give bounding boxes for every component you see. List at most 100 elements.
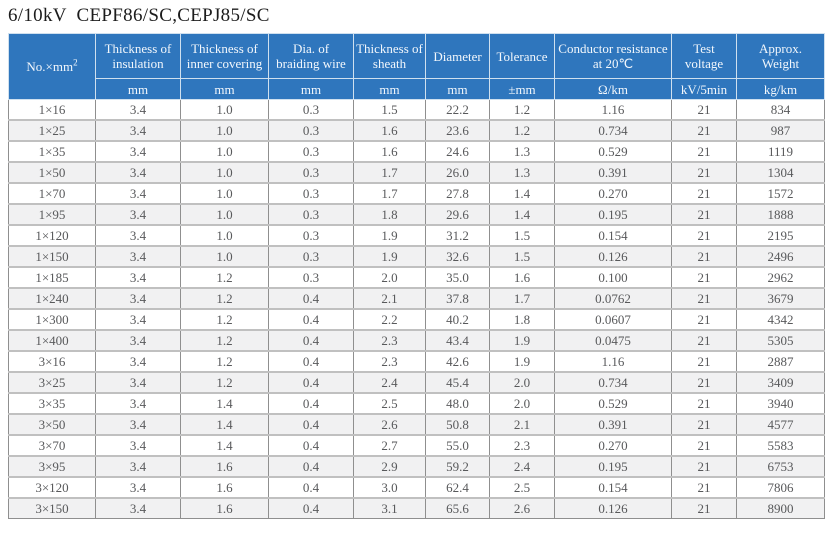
unit-diameter: mm	[425, 78, 490, 100]
table-row: 1×35 3.4 1.0 0.3 1.6 24.6 1.3 0.529 21 1119	[8, 140, 825, 162]
column-header-diameter: Diameter	[425, 33, 490, 79]
data-cell: 0.3	[268, 140, 354, 162]
data-cell: 4342	[736, 308, 825, 330]
row-size-cell: 3×35	[8, 392, 96, 414]
data-cell: 2.3	[353, 350, 426, 372]
row-size-cell: 1×185	[8, 266, 96, 288]
data-cell: 1.0	[180, 224, 269, 246]
data-cell: 1.3	[489, 140, 555, 162]
data-cell: 1.9	[489, 329, 555, 351]
data-cell: 3.4	[95, 119, 181, 141]
data-cell: 31.2	[425, 224, 490, 246]
column-header-size-label: No.×mm	[26, 59, 74, 74]
data-cell: 21	[671, 140, 737, 162]
data-cell: 987	[736, 119, 825, 141]
data-cell: 3.4	[95, 392, 181, 414]
data-cell: 59.2	[425, 455, 490, 477]
data-cell: 21	[671, 245, 737, 267]
data-cell: 1.4	[180, 434, 269, 456]
data-cell: 1.0	[180, 140, 269, 162]
row-size-cell: 3×150	[8, 497, 96, 519]
data-cell: 1.0	[180, 119, 269, 141]
data-cell: 0.3	[268, 161, 354, 183]
data-cell: 2.5	[353, 392, 426, 414]
data-cell: 1.16	[554, 99, 672, 120]
data-cell: 29.6	[425, 203, 490, 225]
data-cell: 3.4	[95, 266, 181, 288]
data-cell: 65.6	[425, 497, 490, 519]
data-cell: 0.4	[268, 308, 354, 330]
data-cell: 1.7	[353, 161, 426, 183]
unit-sheath: mm	[353, 78, 426, 100]
row-size-cell: 1×25	[8, 119, 96, 141]
data-cell: 2.0	[489, 371, 555, 393]
table-row: 1×400 3.4 1.2 0.4 2.3 43.4 1.9 0.0475 21 5305	[8, 329, 825, 351]
data-cell: 1.4	[489, 182, 555, 204]
data-cell: 0.126	[554, 245, 672, 267]
data-cell: 2.6	[489, 497, 555, 519]
data-cell: 1.6	[353, 140, 426, 162]
data-cell: 3.4	[95, 329, 181, 351]
data-cell: 1.7	[489, 287, 555, 309]
data-cell: 26.0	[425, 161, 490, 183]
column-header-test-voltage: Test voltage	[671, 33, 737, 79]
data-cell: 1.9	[353, 245, 426, 267]
data-cell: 3.4	[95, 497, 181, 519]
table-row: 1×50 3.4 1.0 0.3 1.7 26.0 1.3 0.391 21 1304	[8, 161, 825, 183]
data-cell: 1304	[736, 161, 825, 183]
data-cell: 3.4	[95, 203, 181, 225]
data-cell: 1.2	[489, 99, 555, 120]
data-cell: 1.9	[489, 350, 555, 372]
table-row: 3×35 3.4 1.4 0.4 2.5 48.0 2.0 0.529 21 3940	[8, 392, 825, 414]
row-size-cell: 1×70	[8, 182, 96, 204]
data-cell: 21	[671, 497, 737, 519]
data-cell: 1.3	[489, 161, 555, 183]
data-cell: 1.16	[554, 350, 672, 372]
data-cell: 3.4	[95, 308, 181, 330]
data-cell: 37.8	[425, 287, 490, 309]
row-size-cell: 1×50	[8, 161, 96, 183]
data-cell: 3.4	[95, 245, 181, 267]
data-cell: 0.270	[554, 434, 672, 456]
data-cell: 35.0	[425, 266, 490, 288]
table-row: 3×120 3.4 1.6 0.4 3.0 62.4 2.5 0.154 21 7806	[8, 476, 825, 498]
data-cell: 2.0	[489, 392, 555, 414]
data-cell: 3.4	[95, 224, 181, 246]
data-cell: 0.0475	[554, 329, 672, 351]
data-cell: 3.4	[95, 140, 181, 162]
table-body: 1×16 3.4 1.0 0.3 1.5 22.2 1.2 1.16 21 834 1×25 3.4 1…	[8, 99, 825, 519]
data-cell: 2.6	[353, 413, 426, 435]
data-cell: 3679	[736, 287, 825, 309]
table-header: No.×mm2 Thickness of insulation Thicknes…	[8, 33, 825, 100]
data-cell: 21	[671, 476, 737, 498]
row-size-cell: 1×240	[8, 287, 96, 309]
data-cell: 0.0607	[554, 308, 672, 330]
column-header-insulation: Thickness of insulation	[95, 33, 181, 79]
data-cell: 0.3	[268, 119, 354, 141]
data-cell: 0.0762	[554, 287, 672, 309]
data-cell: 0.4	[268, 392, 354, 414]
unit-inner-covering: mm	[180, 78, 269, 100]
table-row: 1×16 3.4 1.0 0.3 1.5 22.2 1.2 1.16 21 834	[8, 99, 825, 120]
table-row: 3×95 3.4 1.6 0.4 2.9 59.2 2.4 0.195 21 6753	[8, 455, 825, 477]
table-row: 1×25 3.4 1.0 0.3 1.6 23.6 1.2 0.734 21 987	[8, 119, 825, 141]
row-size-cell: 3×95	[8, 455, 96, 477]
data-cell: 1.9	[353, 224, 426, 246]
data-cell: 1.6	[353, 119, 426, 141]
data-cell: 2.9	[353, 455, 426, 477]
data-cell: 1.6	[180, 455, 269, 477]
data-cell: 1.7	[353, 182, 426, 204]
data-cell: 1.4	[489, 203, 555, 225]
data-cell: 1119	[736, 140, 825, 162]
data-cell: 21	[671, 161, 737, 183]
data-cell: 24.6	[425, 140, 490, 162]
data-cell: 1.5	[353, 99, 426, 120]
data-cell: 1.2	[180, 329, 269, 351]
table-row: 1×150 3.4 1.0 0.3 1.9 32.6 1.5 0.126 21 2496	[8, 245, 825, 267]
data-cell: 2.5	[489, 476, 555, 498]
row-size-cell: 3×50	[8, 413, 96, 435]
data-cell: 40.2	[425, 308, 490, 330]
data-cell: 2962	[736, 266, 825, 288]
data-cell: 21	[671, 350, 737, 372]
data-cell: 21	[671, 287, 737, 309]
